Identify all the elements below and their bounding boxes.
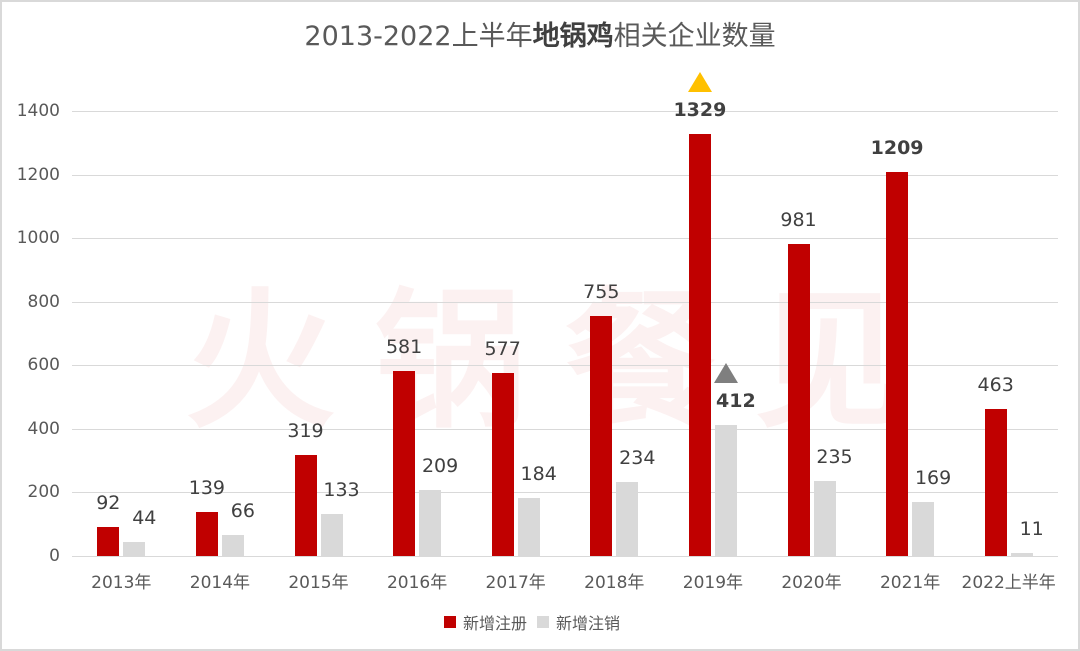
y-tick-label: 400 [27,418,60,439]
legend-label: 新增注销 [556,614,621,633]
x-tick-label: 2016年 [386,573,448,593]
bar-cancelled[interactable] [419,489,442,556]
bar-registered[interactable] [590,316,613,556]
bar-registered[interactable] [195,511,218,556]
bar-cancelled[interactable] [517,497,540,556]
title-prefix: 2013-2022上半年 [304,21,533,52]
data-label: 234 [619,446,656,469]
gridline [72,238,1058,240]
legend-swatch-cancelled [537,616,550,628]
x-tick-label: 2018年 [584,573,645,593]
bar-cancelled[interactable] [1010,552,1033,556]
data-label: 169 [914,467,952,490]
legend-item-cancelled[interactable]: 新增注销 [537,610,620,634]
data-label: 755 [583,281,620,304]
legend: 新增注册 新增注销 [444,610,630,634]
data-label: 139 [188,476,226,499]
gridline [72,428,1058,430]
data-label: 44 [132,507,157,529]
title-suffix: 相关企业数量 [613,21,776,52]
gridline [72,111,1058,112]
bar-registered[interactable] [393,371,416,556]
bar-registered[interactable] [886,171,909,556]
x-tick-label: 2014年 [189,573,251,593]
data-label: 463 [977,373,1014,396]
title-bold: 地锅鸡 [532,21,614,52]
data-label: 577 [484,337,521,360]
y-tick-label: 200 [27,482,60,503]
data-label: 412 [716,390,756,413]
bar-cancelled[interactable] [616,481,639,556]
data-label: 184 [520,462,557,485]
y-tick-label: 1200 [16,164,60,185]
y-tick-label: 1000 [16,228,60,249]
y-tick-label: 600 [27,355,60,376]
bar-cancelled[interactable] [123,542,146,556]
legend-label: 新增注册 [463,614,528,633]
x-tick-label: 2019年 [682,573,744,593]
gridline [72,174,1058,176]
bar-registered[interactable] [688,133,711,556]
y-tick-label: 0 [49,546,60,566]
bar-cancelled[interactable] [813,481,836,556]
x-tick-label: 2020年 [781,573,842,593]
x-tick-label: 2013年 [91,573,152,593]
data-label: 1329 [673,98,727,121]
chart-title: 2013-2022上半年地锅鸡相关企业数量 [0,14,1080,53]
x-tick-label: 2015年 [288,573,349,593]
data-label: 1209 [870,136,924,159]
legend-swatch-registered [444,616,456,628]
bar-registered[interactable] [984,408,1007,556]
bar-cancelled[interactable] [221,535,244,556]
bar-cancelled[interactable] [320,513,343,556]
data-label: 92 [96,491,121,514]
x-tick-label: 2021年 [879,573,941,593]
data-label: 581 [385,336,423,359]
gridline [72,492,1058,494]
data-label: 209 [421,454,459,477]
bar-cancelled[interactable] [912,502,935,556]
data-label: 981 [780,209,817,232]
data-label: 319 [287,419,324,442]
data-label: 11 [1019,517,1044,540]
gridline [72,365,1058,367]
bar-cancelled[interactable] [714,425,737,556]
y-tick-label: 1400 [16,101,60,121]
bar-registered[interactable] [294,454,317,556]
x-tick-label: 2022上半年 [961,573,1056,593]
legend-item-registered[interactable]: 新增注册 [444,610,527,634]
gridline [72,301,1058,303]
data-label: 133 [323,478,360,501]
data-label: 235 [816,446,853,469]
x-tick-label: 2017年 [485,573,546,593]
gridline [72,556,1058,557]
bar-registered[interactable] [491,372,514,556]
triangle-up-icon [687,71,712,92]
bar-registered[interactable] [787,244,810,556]
y-tick-label: 800 [27,291,60,312]
data-label: 66 [230,500,255,523]
bar-registered[interactable] [97,526,120,556]
triangle-up-icon [713,363,738,384]
